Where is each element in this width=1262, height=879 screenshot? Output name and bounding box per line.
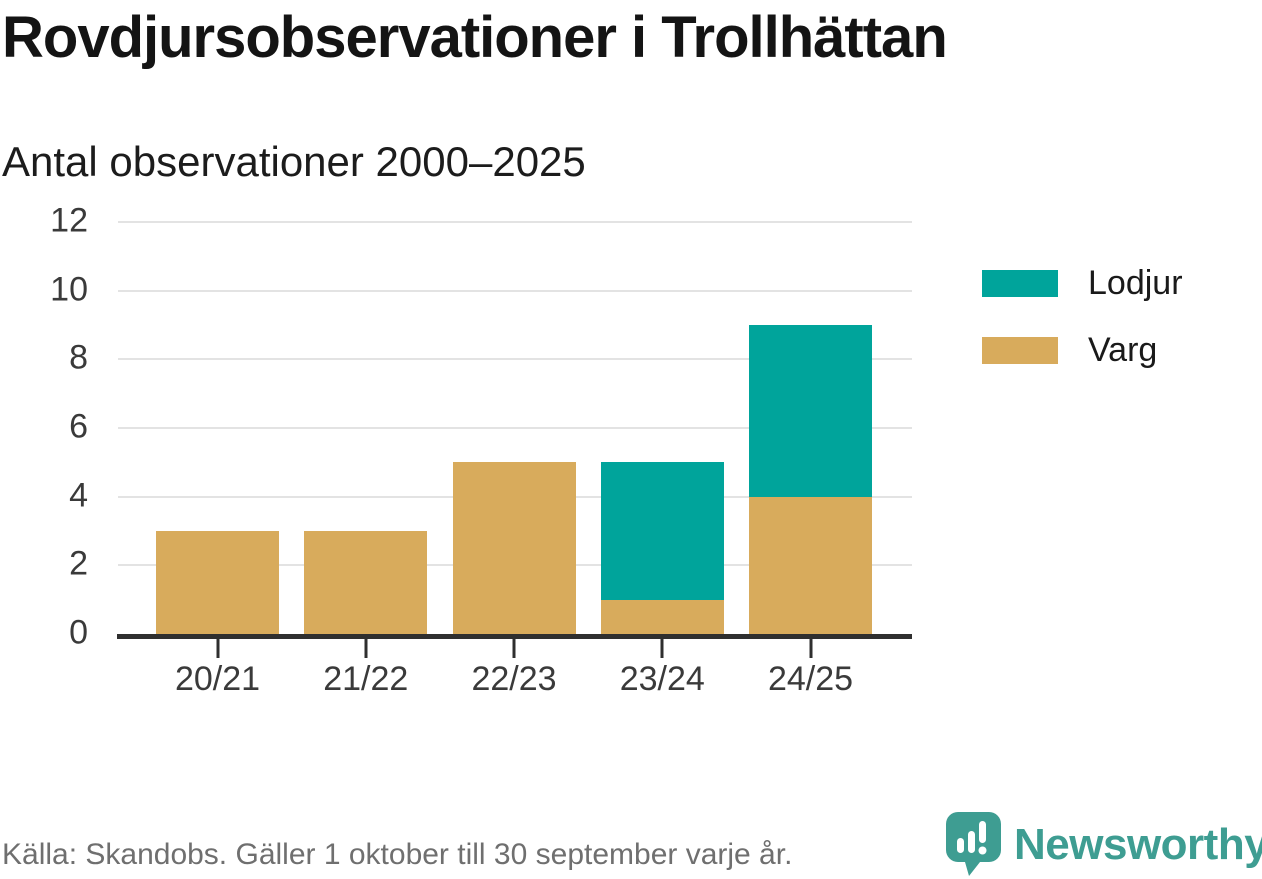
source-note: Källa: Skandobs. Gäller 1 oktober till 3… [2, 838, 793, 871]
bar-segment-varg-21/22 [304, 531, 428, 634]
legend-label: Varg [1088, 331, 1158, 369]
x-axis-tick-label: 20/21 [174, 660, 261, 698]
x-axis-tick-label: 23/24 [619, 660, 705, 698]
x-axis-tick-label: 21/22 [323, 660, 409, 698]
bar-segment-varg-23/24 [600, 599, 724, 634]
gridline [118, 427, 912, 429]
x-axis-tick [512, 639, 516, 658]
chart-subtitle: Antal observationer 2000–2025 [2, 138, 586, 185]
y-axis-tick-label: 0 [69, 613, 88, 652]
x-axis-tick-label: 22/23 [471, 660, 557, 698]
y-axis-tick-label: 10 [50, 270, 88, 309]
bar-segment-lodjur-24/25 [749, 325, 872, 497]
legend-label: Lodjur [1088, 264, 1183, 302]
x-axis-tick [364, 639, 368, 658]
y-axis-tick-label: 8 [69, 339, 88, 378]
legend: Lodjur Varg [982, 264, 1183, 370]
bar-segment-varg-20/21 [156, 531, 279, 634]
bar-segment-lodjur-23/24 [600, 462, 724, 600]
y-axis-tick-label: 6 [69, 407, 88, 446]
x-axis-line [117, 634, 912, 639]
newsworthy-bubble-chart-icon [946, 812, 1001, 876]
x-axis-tick-label: 24/25 [767, 660, 854, 698]
gridline [118, 358, 912, 361]
y-axis-tick-label: 2 [69, 545, 88, 584]
gridline [118, 289, 912, 292]
newsworthy-logo: Newsworthy [946, 812, 1262, 877]
y-axis-tick-label: 12 [50, 201, 88, 240]
legend-swatch-varg [982, 337, 1058, 364]
newsworthy-wordmark: Newsworthy [1014, 819, 1262, 869]
bar-segment-varg-24/25 [749, 496, 872, 634]
gridline [118, 221, 912, 223]
y-axis-tick-label: 4 [69, 476, 88, 515]
bar-segment-varg-22/23 [452, 462, 576, 634]
legend-item-lodjur: Lodjur [982, 264, 1183, 303]
x-axis-tick [809, 639, 812, 658]
legend-swatch-lodjur [982, 270, 1058, 297]
x-axis-tick [216, 639, 219, 658]
chart-title: Rovdjursobservationer i Trollhättan [2, 5, 948, 70]
x-axis-tick [660, 639, 664, 658]
legend-item-varg: Varg [982, 331, 1183, 370]
